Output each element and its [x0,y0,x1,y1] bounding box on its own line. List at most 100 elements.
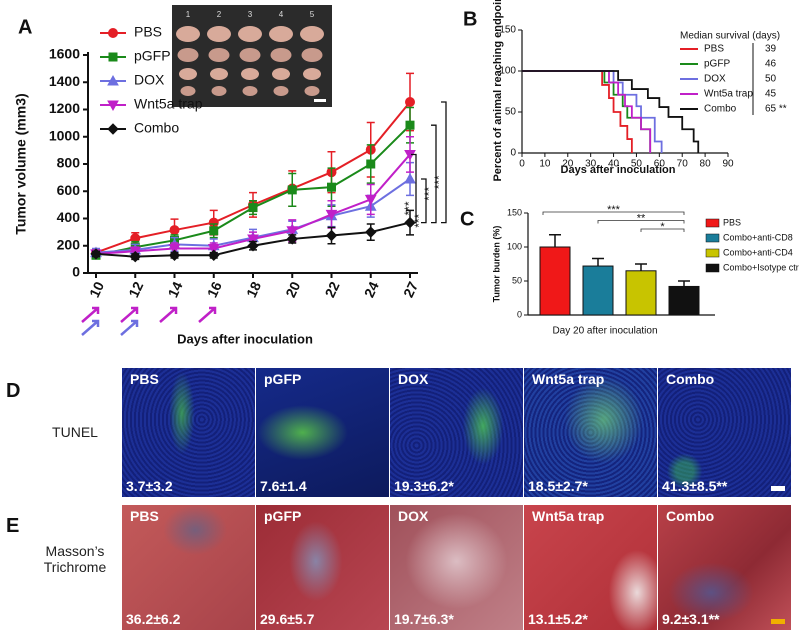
legend-label: pGFP [134,48,171,64]
micrograph: Wnt5a trap 18.5±2.7* [524,368,657,497]
significance-bracket [411,153,417,224]
inset-label: 1 [186,10,191,19]
tumor-photo [270,48,292,62]
y-tick-label: 0 [72,264,80,280]
legend-label: PBS [134,24,162,40]
significance-label: * [660,221,665,233]
survival-curve [522,70,663,153]
micrograph: DOX 19.3±6.2* [390,368,523,497]
marker [169,225,180,236]
inset-label: 5 [310,10,315,19]
image-title: pGFP [264,371,302,387]
error-bar [549,234,561,247]
inset-label: 3 [248,10,253,19]
legend-label: PBS [723,217,741,227]
significance-bracket [441,101,447,224]
marker [286,233,298,245]
legend-label: Combo+anti-CD4 [723,247,793,257]
legend-label: Wnt5a trap [134,96,203,112]
survival-curve [522,70,700,153]
marker [404,172,416,184]
marker [247,240,259,252]
legend-label: pGFP [704,59,730,70]
image-stat: 13.1±5.2* [528,611,588,627]
inset-label: 2 [217,10,222,19]
image-stat: 19.3±6.2* [394,478,454,494]
micrograph: Wnt5a trap 13.1±5.2* [524,505,657,630]
marker [168,243,181,255]
marker [327,182,336,192]
y-tick-label: 1600 [49,46,80,62]
legend-swatch [705,233,720,243]
marker [325,209,338,221]
marker [107,100,119,112]
y-tick-label: 0 [517,309,522,319]
legend-swatch [705,263,720,273]
treatment-arrows [81,306,217,336]
image-title: DOX [398,508,429,524]
tumor-photo [272,68,290,80]
tumor-photo [179,68,197,80]
y-tick-label: 100 [499,66,516,77]
error-bar [592,257,604,267]
x-tick-label: 24 [361,279,382,300]
x-tick-label: 50 [631,159,643,170]
y-tick-label: 400 [57,209,81,225]
median-label: 45 [765,89,777,100]
x-tick-label: 20 [562,159,574,170]
micrograph: PBS 3.7±3.2 [122,368,255,497]
significance-label: ** [637,212,646,224]
x-tick-label: 12 [125,279,146,300]
marker [365,226,377,238]
y-tick-label: 50 [512,275,522,285]
image-title: Wnt5a trap [532,371,605,387]
tumor-photo [242,86,258,96]
error-bar [635,263,647,271]
micrograph: pGFP 29.6±5.7 [256,505,389,630]
tumor-photo [207,26,231,42]
tumor-photo [303,68,321,80]
x-tick-label: 40 [608,159,620,170]
micrograph: Combo 9.2±3.1** [658,505,791,630]
y-axis-label: Percent of animal reaching endpoint [492,0,504,182]
marker [108,52,118,62]
panel-letter: E [6,515,20,537]
marker [287,185,297,195]
tumor-photo [239,48,261,62]
image-title: pGFP [264,508,302,524]
survival-curve [522,70,652,153]
marker [247,234,259,245]
image-title: DOX [398,371,429,387]
panel-letter: D [6,380,21,402]
marker [207,243,220,255]
y-tick-label: 150 [507,207,522,217]
legend-label: Combo+Isotype ctr [723,262,799,272]
y-tick-label: 600 [57,182,81,198]
y-tick-label: 1200 [49,100,80,116]
inset-label: 4 [279,10,284,19]
image-stat: 41.3±8.5** [662,478,728,494]
marker [208,249,220,261]
x-tick-label: 80 [700,159,712,170]
row-label: Masson’s Trichrome [43,543,107,575]
significance-label: *** [402,201,416,215]
tumor-photo [180,86,196,96]
panel-letter: C [460,208,474,230]
bar [539,246,571,316]
x-tick-label: 10 [539,159,551,170]
image-title: PBS [130,371,159,387]
micrograph: DOX 19.7±6.3* [390,505,523,630]
marker [286,226,299,237]
marker [129,250,141,263]
tumor-photo [273,86,289,96]
x-axis-label: Days after inoculation [561,164,676,176]
legend-swatch [705,248,720,258]
image-title: Wnt5a trap [532,508,605,524]
median-label: 46 [765,59,777,70]
bar [582,265,614,316]
x-tick-label: 22 [321,279,342,300]
significance-bracket [421,178,427,224]
scale-bar [771,619,785,624]
